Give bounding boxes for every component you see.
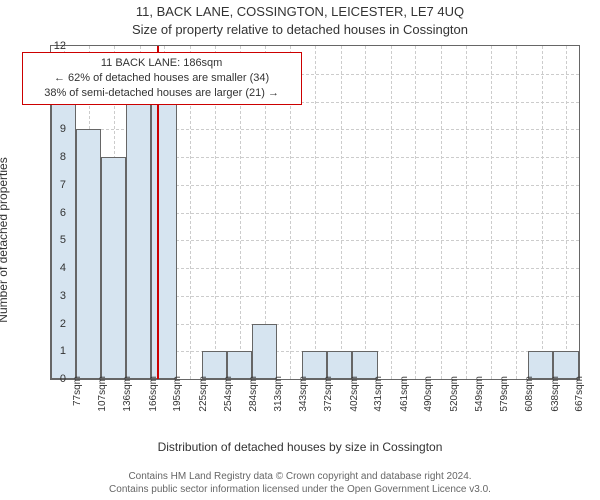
gridline-v [491,46,492,379]
gridline-v [365,46,366,379]
gridline-v [516,46,517,379]
x-tick-label: 579sqm [499,376,510,426]
x-tick-label: 402sqm [349,376,360,426]
x-tick-label: 254sqm [223,376,234,426]
chart-subtitle: Size of property relative to detached ho… [0,22,600,37]
gridline-v [466,46,467,379]
y-tick-label: 12 [26,40,66,52]
histogram-bar [76,129,101,379]
y-tick-label: 0 [26,373,66,385]
gridline-v [415,46,416,379]
annotation-line: 11 BACK LANE: 186sqm [31,56,293,71]
x-tick-label: 195sqm [172,376,183,426]
x-tick-label: 284sqm [248,376,259,426]
histogram-bar [327,351,352,379]
plot-area: 11 BACK LANE: 186sqm ← 62% of detached h… [50,45,580,380]
histogram-bar [528,351,553,379]
gridline-v [441,46,442,379]
x-tick-label: 431sqm [373,376,384,426]
y-tick-label: 1 [26,345,66,357]
y-tick-label: 4 [26,262,66,274]
y-axis-label: Number of detached properties [0,75,10,240]
footer-line: Contains public sector information licen… [0,483,600,496]
x-tick-label: 608sqm [524,376,535,426]
gridline-v [542,46,543,379]
x-axis-label: Distribution of detached houses by size … [0,440,600,454]
x-tick-label: 313sqm [273,376,284,426]
histogram-bar [302,351,327,379]
x-tick-label: 225sqm [198,376,209,426]
histogram-bar [51,74,76,379]
property-size-chart: 11, BACK LANE, COSSINGTON, LEICESTER, LE… [0,0,600,500]
y-tick-label: 7 [26,179,66,191]
annotation-line: ← 62% of detached houses are smaller (34… [31,71,293,86]
histogram-bar [252,324,277,380]
x-tick-label: 107sqm [97,376,108,426]
attribution-footer: Contains HM Land Registry data © Crown c… [0,470,600,496]
gridline-v [391,46,392,379]
y-tick-label: 5 [26,234,66,246]
x-tick-label: 372sqm [323,376,334,426]
footer-line: Contains HM Land Registry data © Crown c… [0,470,600,483]
y-tick-label: 9 [26,123,66,135]
x-tick-label: 136sqm [122,376,133,426]
gridline-v [341,46,342,379]
histogram-bar [202,351,227,379]
x-tick-label: 667sqm [574,376,585,426]
y-tick-label: 3 [26,290,66,302]
y-tick-label: 6 [26,207,66,219]
x-tick-label: 77sqm [72,376,83,426]
histogram-bar [227,351,252,379]
histogram-bar [126,74,151,379]
x-tick-label: 343sqm [298,376,309,426]
chart-title-address: 11, BACK LANE, COSSINGTON, LEICESTER, LE… [0,4,600,19]
x-tick-label: 166sqm [148,376,159,426]
y-tick-label: 8 [26,151,66,163]
x-tick-label: 490sqm [423,376,434,426]
annotation-line: 38% of semi-detached houses are larger (… [31,86,293,101]
histogram-bar [352,351,377,379]
histogram-bar [151,74,176,379]
x-tick-label: 461sqm [399,376,410,426]
x-tick-label: 520sqm [449,376,460,426]
histogram-bar [553,351,578,379]
gridline-v [566,46,567,379]
x-tick-label: 549sqm [474,376,485,426]
x-tick-label: 638sqm [550,376,561,426]
property-annotation-box: 11 BACK LANE: 186sqm ← 62% of detached h… [22,52,302,105]
histogram-bar [101,157,126,379]
y-tick-label: 2 [26,318,66,330]
gridline-v [315,46,316,379]
